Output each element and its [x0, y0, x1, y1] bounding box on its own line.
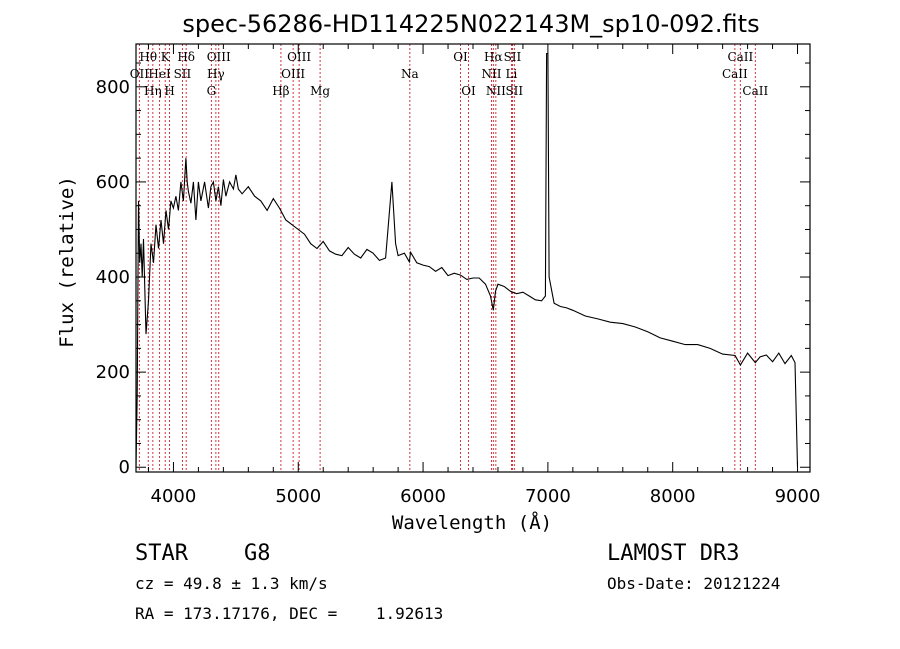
spectrum-line [135, 52, 799, 468]
y-tick-label: 0 [119, 457, 130, 478]
chart-title: spec-56286-HD114225N022143M_sp10-092.fit… [182, 10, 759, 38]
line-marker-label: Hα [484, 50, 503, 64]
object-subclass: G8 [244, 541, 271, 566]
line-marker-labels: Hθ OII Hη K HeI H Hδ SII OIII Hγ G OIII OIII Hβ Mg Na OI… [130, 50, 769, 98]
line-marker-label: OI [461, 84, 476, 98]
line-marker-label: Hγ [207, 67, 225, 81]
y-tick-label: 200 [96, 362, 130, 383]
line-marker-label: CaII [722, 67, 748, 81]
line-marker-label: Hδ [177, 50, 195, 64]
line-marker-label: Li [506, 67, 518, 81]
coordinates: RA = 173.17176, DEC = 1.92613 [135, 604, 443, 623]
line-marker-label: OI [453, 50, 468, 64]
line-marker-label: HeI [148, 67, 171, 81]
line-marker-label: NII [486, 84, 506, 98]
line-marker-label: OIII [287, 50, 311, 64]
x-tick-label: 9000 [775, 486, 821, 507]
x-tick-label: 4000 [151, 486, 197, 507]
y-axis-ticks: 0 200 400 600 800 [96, 62, 810, 478]
line-marker-label: Na [401, 67, 419, 81]
line-marker-label: OIII [281, 67, 305, 81]
line-marker-label: Hθ [139, 50, 157, 64]
line-marker-label: OII [130, 67, 150, 81]
redshift-velocity: cz = 49.8 ± 1.3 km/s [135, 574, 328, 593]
x-tick-label: 6000 [400, 486, 446, 507]
y-axis-label: Flux (relative) [56, 176, 78, 348]
line-marker-label: K [161, 50, 171, 64]
survey-name: LAMOST DR3 [607, 541, 739, 566]
line-marker-label: Mg [310, 84, 330, 98]
line-marker-label: SII [174, 67, 192, 81]
x-axis-label: Wavelength (Å) [392, 511, 552, 534]
line-marker-label: SII [505, 84, 523, 98]
line-marker-label: OIII [207, 50, 231, 64]
line-marker-label: CaII [742, 84, 768, 98]
x-tick-label: 7000 [525, 486, 571, 507]
y-tick-label: 400 [96, 267, 130, 288]
x-tick-label: 5000 [275, 486, 321, 507]
x-tick-label: 8000 [650, 486, 696, 507]
plot-frame [135, 43, 811, 473]
line-marker-label: Hη [144, 84, 162, 98]
y-tick-label: 600 [96, 172, 130, 193]
line-marker-label: NII [481, 67, 501, 81]
x-axis-ticks: 4000 5000 6000 7000 8000 9000 [147, 44, 821, 507]
object-class: STAR [135, 541, 189, 566]
line-marker-label: H [164, 84, 174, 98]
line-marker-label: G [207, 84, 217, 98]
line-markers [138, 44, 756, 472]
line-marker-label: CaII [727, 50, 753, 64]
line-marker-label: SII [504, 50, 522, 64]
y-tick-label: 800 [96, 77, 130, 98]
line-marker-label: Hβ [272, 84, 289, 98]
observation-date: Obs-Date: 20121224 [607, 574, 780, 593]
